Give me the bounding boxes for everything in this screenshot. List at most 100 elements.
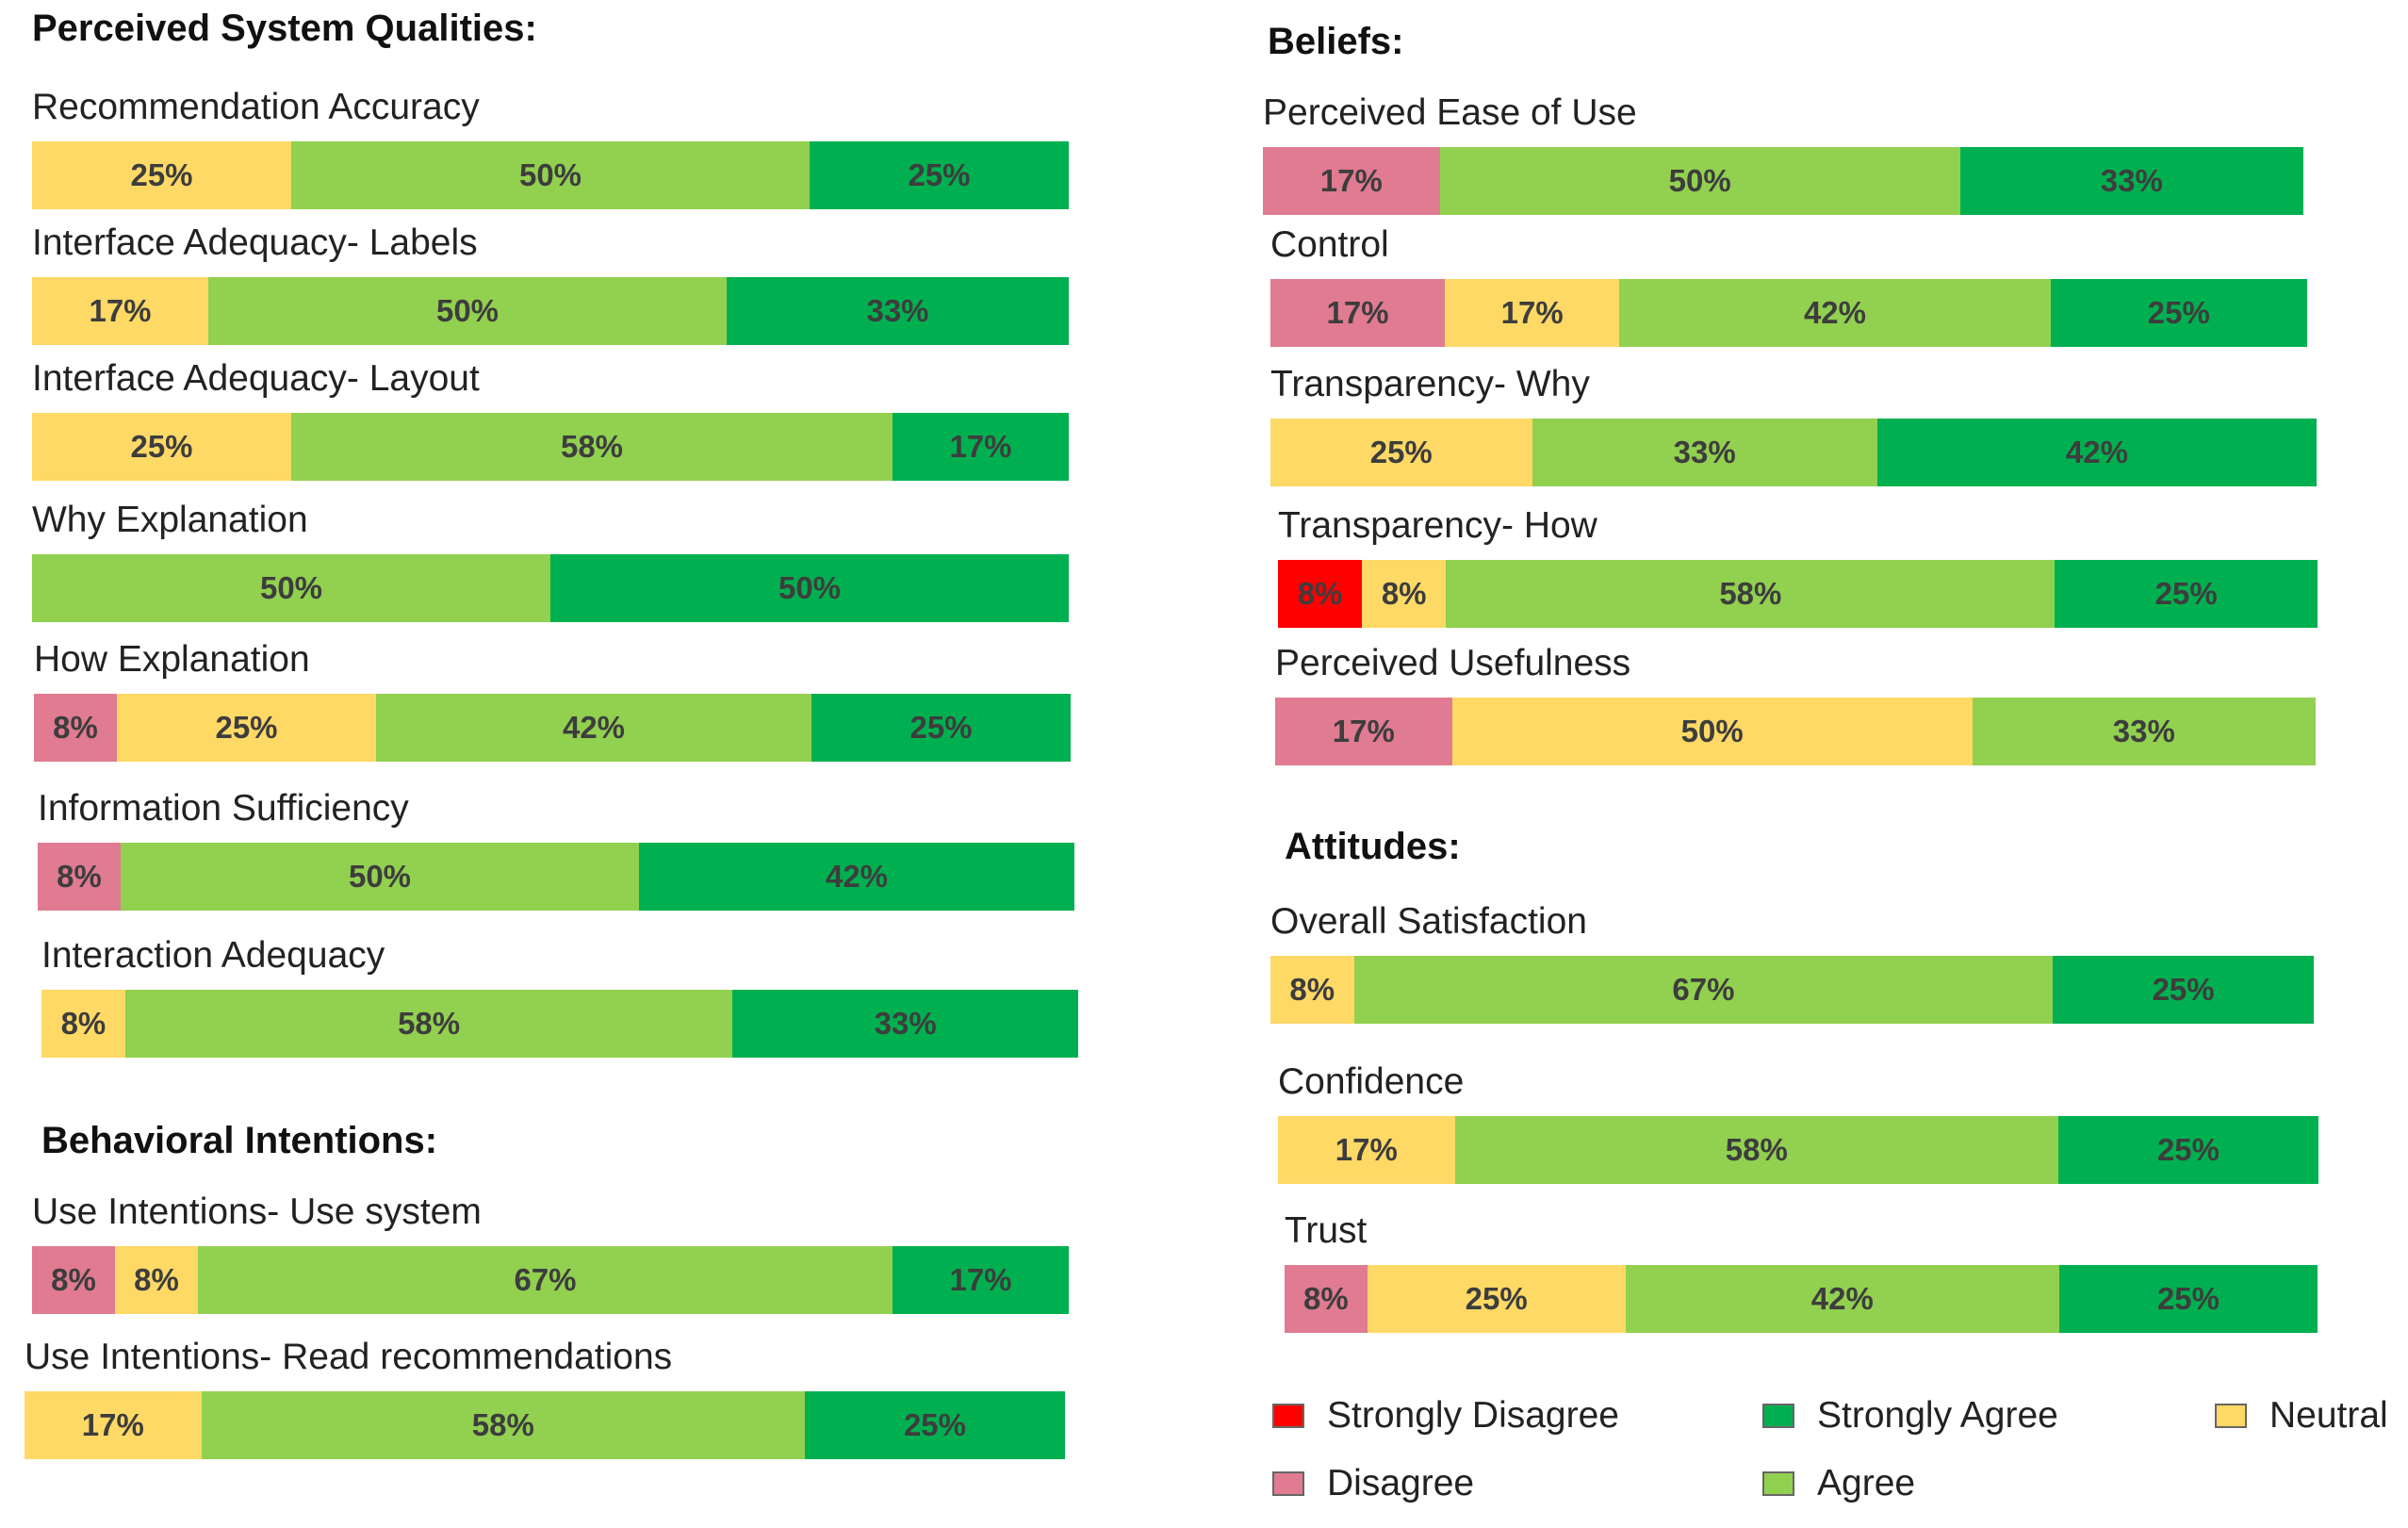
legend-label: Disagree <box>1327 1463 1475 1503</box>
chart-row: How Explanation 8% 25% 42% 25% <box>34 639 1071 762</box>
row-label: Perceived Ease of Use <box>1263 92 1637 133</box>
bar-segment-strongly-agree: 42% <box>1876 419 2317 486</box>
bar-segment-disagree: 17% <box>1263 147 1440 215</box>
row-label: Transparency- Why <box>1270 364 1590 404</box>
stacked-bar: 17% 58% 25% <box>25 1391 1065 1459</box>
bar-segment-strongly-agree: 25% <box>2058 1265 2318 1333</box>
bar-segment-strongly-agree: 25% <box>2053 956 2314 1024</box>
bar-segment-neutral: 17% <box>1278 1116 1455 1184</box>
stacked-bar: 17% 50% 33% <box>1275 698 2316 765</box>
legend-item-strongly-agree: Strongly Agree <box>1762 1395 2058 1437</box>
bar-segment-neutral: 8% <box>41 990 125 1058</box>
bar-segment-strongly-agree: 25% <box>810 141 1069 209</box>
bar-segment-neutral: 25% <box>1367 1265 1626 1333</box>
bar-segment-agree: 42% <box>1625 1265 2059 1333</box>
stacked-bar: 17% 58% 25% <box>1278 1116 2318 1184</box>
bar-segment-disagree: 8% <box>34 694 117 762</box>
legend-swatch <box>2215 1404 2247 1428</box>
bar-segment-agree: 58% <box>1446 560 2056 628</box>
legend-swatch <box>1762 1404 1794 1428</box>
bar-segment-agree: 58% <box>1454 1116 2058 1184</box>
section-title-perceived-system-qualities: Perceived System Qualities: <box>32 8 537 49</box>
bar-segment-strongly-agree: 25% <box>2057 1116 2318 1184</box>
row-label: Use Intentions- Use system <box>32 1191 482 1232</box>
legend-swatch <box>1272 1471 1304 1496</box>
chart-row: Trust 8% 25% 42% 25% <box>1285 1210 2318 1333</box>
bar-segment-neutral: 17% <box>32 277 208 345</box>
bar-segment-strongly-agree: 50% <box>550 554 1069 622</box>
chart-row: Recommendation Accuracy 25% 50% 25% <box>32 87 1069 209</box>
bar-segment-agree: 58% <box>201 1391 805 1459</box>
chart-row: Perceived Ease of Use 17% 50% 33% <box>1263 92 2303 215</box>
legend-item-disagree: Disagree <box>1272 1463 1474 1504</box>
bar-segment-neutral: 25% <box>32 413 291 481</box>
row-label: Control <box>1270 224 1389 265</box>
bar-segment-agree: 50% <box>291 141 810 209</box>
legend-label: Strongly Disagree <box>1327 1395 1619 1436</box>
bar-segment-neutral: 50% <box>1451 698 1973 765</box>
stacked-bar: 17% 50% 33% <box>1263 147 2303 215</box>
stacked-bar: 8% 67% 25% <box>1270 956 2314 1024</box>
bar-segment-agree: 33% <box>1532 419 1877 486</box>
bar-segment-strongly-agree: 25% <box>2055 560 2318 628</box>
bar-segment-agree: 67% <box>198 1246 893 1314</box>
section-title-behavioral-intentions: Behavioral Intentions: <box>41 1120 438 1161</box>
bar-segment-neutral: 25% <box>32 141 291 209</box>
stacked-bar: 8% 8% 67% 17% <box>32 1246 1069 1314</box>
row-label: Perceived Usefulness <box>1275 643 1631 683</box>
stacked-bar: 17% 50% 33% <box>32 277 1069 345</box>
bar-segment-neutral: 17% <box>1445 279 1620 347</box>
chart-row: Use Intentions- Read recommendations 17% 5… <box>25 1337 1065 1459</box>
chart-row: Interface Adequacy- Layout 25% 58% 17% <box>32 358 1069 481</box>
stacked-bar: 25% 33% 42% <box>1270 419 2317 486</box>
bar-segment-neutral: 25% <box>1270 419 1532 486</box>
stacked-bar: 8% 50% 42% <box>38 843 1074 911</box>
bar-segment-agree: 42% <box>1619 279 2051 347</box>
bar-segment-disagree: 8% <box>32 1246 115 1314</box>
bar-segment-agree: 50% <box>121 843 639 911</box>
stacked-bar: 25% 50% 25% <box>32 141 1069 209</box>
row-label: Interaction Adequacy <box>41 935 385 976</box>
legend-item-neutral: Neutral <box>2215 1395 2388 1437</box>
bar-segment-agree: 58% <box>124 990 733 1058</box>
legend-label: Agree <box>1817 1463 1916 1503</box>
row-label: Transparency- How <box>1278 505 1597 546</box>
row-label: Interface Adequacy- Layout <box>32 358 480 399</box>
stacked-bar: 8% 25% 42% 25% <box>34 694 1071 762</box>
row-label: Confidence <box>1278 1061 1465 1102</box>
bar-segment-agree: 50% <box>1439 147 1960 215</box>
chart-row: Overall Satisfaction 8% 67% 25% <box>1270 901 2314 1024</box>
row-label: Recommendation Accuracy <box>32 87 480 127</box>
chart-row: Interface Adequacy- Labels 17% 50% 33% <box>32 222 1069 345</box>
chart-row: Transparency- How 8% 8% 58% 25% <box>1278 505 2318 628</box>
bar-segment-strongly-agree: 25% <box>804 1391 1065 1459</box>
bar-segment-agree: 67% <box>1353 956 2054 1024</box>
chart-row: Perceived Usefulness 17% 50% 33% <box>1275 643 2316 765</box>
section-title-attitudes: Attitudes: <box>1285 826 1461 867</box>
legend-item-agree: Agree <box>1762 1463 1915 1504</box>
row-label: Why Explanation <box>32 500 308 540</box>
bar-segment-disagree: 8% <box>38 843 121 911</box>
bar-segment-neutral: 8% <box>1362 560 1447 628</box>
stacked-bar: 17% 17% 42% 25% <box>1270 279 2307 347</box>
chart-row: Confidence 17% 58% 25% <box>1278 1061 2318 1184</box>
row-label: Information Sufficiency <box>38 788 409 829</box>
legend-label: Strongly Agree <box>1817 1395 2058 1436</box>
bar-segment-agree: 42% <box>376 694 811 762</box>
chart-row: Information Sufficiency 8% 50% 42% <box>38 788 1074 911</box>
bar-segment-strongly-agree: 33% <box>727 277 1069 345</box>
chart-row: Use Intentions- Use system 8% 8% 67% 17% <box>32 1191 1069 1314</box>
stacked-bar: 25% 58% 17% <box>32 413 1069 481</box>
bar-segment-strongly-agree: 25% <box>811 694 1071 762</box>
bar-segment-agree: 33% <box>1972 698 2316 765</box>
stacked-bar: 50% 50% <box>32 554 1069 622</box>
row-label: Trust <box>1285 1210 1368 1251</box>
chart-row: Control 17% 17% 42% 25% <box>1270 224 2307 347</box>
row-label: Overall Satisfaction <box>1270 901 1587 942</box>
bar-segment-agree: 58% <box>291 413 893 481</box>
row-label: How Explanation <box>34 639 310 680</box>
chart-legend: Strongly Disagree Strongly Agree Neutral Di… <box>1272 1395 2403 1518</box>
bar-segment-strongly-agree: 42% <box>639 843 1074 911</box>
bar-segment-neutral: 17% <box>25 1391 202 1459</box>
chart-row: Why Explanation 50% 50% <box>32 500 1069 622</box>
